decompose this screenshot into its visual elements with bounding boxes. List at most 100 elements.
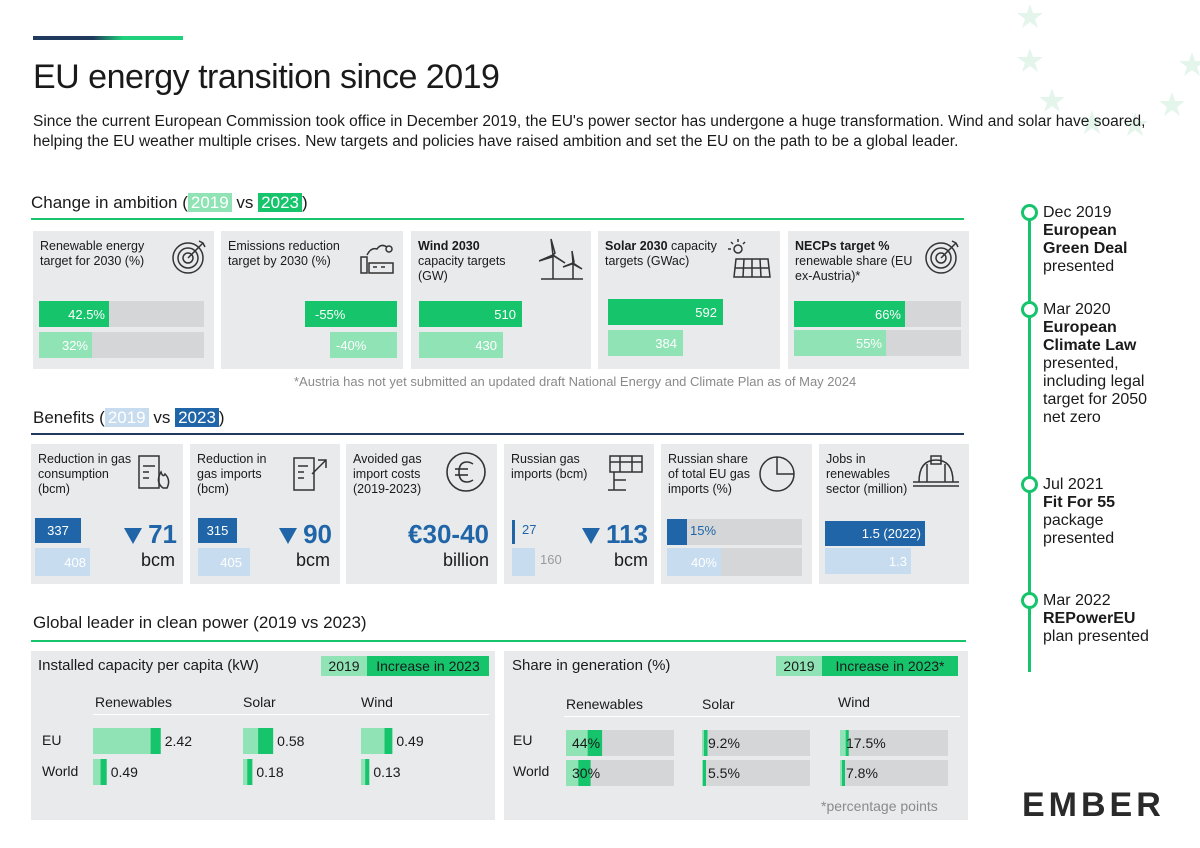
bar-2023: 42.5% xyxy=(39,301,109,327)
benefit-card-avoided-costs: Avoided gas import costs (2019-2023) €30… xyxy=(346,444,497,584)
bar-increase xyxy=(365,759,370,785)
target-icon xyxy=(925,240,959,274)
ambition-rule xyxy=(31,218,964,220)
legend-2019: 2019 xyxy=(776,656,822,676)
col-header: Wind xyxy=(361,694,393,710)
euro-icon xyxy=(446,452,486,492)
bar-2019: 1.3 xyxy=(825,548,911,574)
bar-2023: -55% xyxy=(305,301,397,327)
ambition-card-renewable: Renewable energy target for 2030 (%) 42.… xyxy=(33,231,214,369)
bar-2019: 40% xyxy=(667,548,721,576)
bar-2019 xyxy=(566,760,579,786)
bar-2019: 408 xyxy=(35,548,90,576)
wind-turbine-icon xyxy=(539,238,583,280)
timeline-item: Mar 2020 European Climate Law presented, i… xyxy=(1043,301,1148,426)
ambition-card-solar: Solar 2030 capacity targets (GWac) 592 3… xyxy=(598,231,780,369)
unit-label: bcm xyxy=(613,550,648,570)
bar-2019 xyxy=(243,728,259,754)
bar-2019 xyxy=(93,728,151,754)
bar-value-label: 17.5% xyxy=(846,735,886,751)
legend-2019: 2019 xyxy=(104,408,149,427)
bar-increase xyxy=(587,730,603,756)
bar-2019: -40% xyxy=(330,332,397,358)
bar-increase xyxy=(258,728,274,754)
reduction-value: 90 xyxy=(266,519,332,550)
bar-track xyxy=(840,760,948,786)
unit-label: bcm xyxy=(140,550,175,570)
gas-import-icon xyxy=(293,457,327,491)
benefit-card-jobs: Jobs in renewables sector (million) 1.5 … xyxy=(819,444,969,584)
gas-flame-icon xyxy=(138,455,170,489)
legend-2023: 2023 xyxy=(175,408,219,427)
bar-2023: 1.5 (2022) xyxy=(825,521,925,546)
card-title: Wind 2030 capacity targets (GW) xyxy=(418,239,506,283)
col-header: Wind xyxy=(838,694,870,710)
bar-track xyxy=(840,730,948,756)
avoided-cost-value: €30-40 xyxy=(408,519,489,549)
bar-2019: 405 xyxy=(198,548,250,576)
timeline-dot xyxy=(1021,301,1038,318)
bar-value-label: 0.49 xyxy=(111,764,138,780)
pie-chart-icon xyxy=(759,456,795,492)
stars-decoration xyxy=(1017,4,1200,136)
row-label: World xyxy=(42,763,79,779)
timeline-line xyxy=(1028,212,1031,672)
capacity-title: Installed capacity per capita (kW) xyxy=(38,657,259,674)
share-panel: Share in generation (%) 2019 Increase in… xyxy=(504,651,968,820)
page-title: EU energy transition since 2019 xyxy=(33,58,500,96)
global-section-title: Global leader in clean power (2019 vs 20… xyxy=(33,613,367,632)
col-header: Renewables xyxy=(566,696,644,712)
row-label: World xyxy=(513,763,550,779)
timeline-item: Jul 2021 Fit For 55 package presented xyxy=(1043,476,1116,547)
bar-value-label: 0.58 xyxy=(277,733,304,749)
card-title: Jobs in renewables sector (million) xyxy=(826,452,908,496)
bar-value-label: 0.13 xyxy=(373,764,400,780)
bar-2019 xyxy=(361,759,366,785)
bar-2023: 592 xyxy=(608,299,723,325)
bar-2019 xyxy=(512,548,535,576)
bar-2019 xyxy=(702,730,704,756)
factory-icon xyxy=(360,244,394,274)
benefit-card-gas-imports: Reduction in gas imports (bcm) 315 405 9… xyxy=(190,444,340,584)
bar-2019 xyxy=(243,759,248,785)
target-icon xyxy=(172,240,206,274)
unit-label: billion xyxy=(442,550,489,570)
bar-track xyxy=(702,730,810,756)
bar-2019: 55% xyxy=(794,330,886,356)
timeline-dot xyxy=(1021,476,1038,493)
bar-value-label: 5.5% xyxy=(708,765,740,781)
bar-increase xyxy=(703,760,706,786)
unit-label: bcm xyxy=(295,550,330,570)
bar-increase xyxy=(150,728,161,754)
ambition-card-wind: Wind 2030 capacity targets (GW) 510 430 xyxy=(411,231,591,369)
ambition-card-necps: NECPs target % renewable share (EU ex-Au… xyxy=(788,231,969,369)
card-title: Avoided gas import costs (2019-2023) xyxy=(353,452,422,496)
capacity-bars: 2.42 0.49 0.58 0.18 0.49 0.13 xyxy=(93,728,424,785)
share-title: Share in generation (%) xyxy=(512,657,671,674)
value-2023: 15% xyxy=(690,523,717,538)
ambition-section-title: Change in ambition (2019 vs 2023) xyxy=(31,193,308,212)
card-title: Reduction in gas imports (bcm) xyxy=(197,452,267,496)
bar-2019 xyxy=(840,730,846,756)
bar-2019: 32% xyxy=(39,332,92,358)
bar-increase xyxy=(100,759,107,785)
bar-value-label: 44% xyxy=(572,735,600,751)
bar-2019: 384 xyxy=(608,330,683,356)
value-2019: 160 xyxy=(540,552,562,567)
solar-panel-icon xyxy=(728,239,771,278)
ambition-footnote: *Austria has not yet submitted an update… xyxy=(294,374,857,389)
bar-value-label: 9.2% xyxy=(708,735,740,751)
card-title: Renewable energy target for 2030 (%) xyxy=(40,239,145,268)
bar-2019 xyxy=(840,760,842,786)
bar-2023 xyxy=(512,520,515,544)
bar-increase xyxy=(384,728,393,754)
hard-hat-icon xyxy=(913,455,959,487)
row-label: EU xyxy=(42,732,62,748)
bar-value-label: 7.8% xyxy=(846,765,878,781)
bar-increase xyxy=(845,730,849,756)
legend-2023: 2023 xyxy=(258,193,302,212)
bar-value-label: 2.42 xyxy=(165,733,192,749)
reduction-value: 71 xyxy=(117,519,177,550)
bar-2019 xyxy=(566,730,588,756)
bar-2023: 510 xyxy=(419,301,522,327)
